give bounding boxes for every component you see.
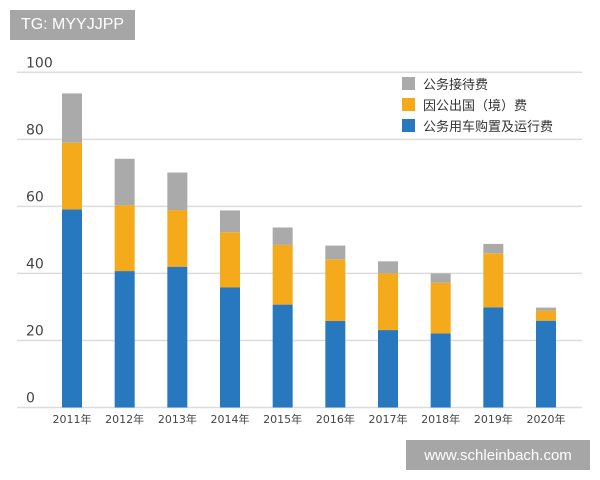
- x-tick-label: 2014年: [211, 412, 250, 426]
- legend-swatch: [402, 77, 415, 90]
- x-tick-label: 2019年: [474, 412, 513, 426]
- bar-segment: [325, 321, 346, 408]
- x-tick-label: 2015年: [263, 412, 302, 426]
- legend-label: 公务用车购置及运行费: [423, 119, 553, 135]
- bar-segment: [220, 232, 240, 288]
- x-tick-label: 2018年: [421, 412, 460, 426]
- y-tick-label: 60: [26, 189, 44, 205]
- y-tick-label: 100: [26, 55, 53, 71]
- bar-segment: [114, 158, 135, 206]
- bar-segment: [483, 253, 504, 308]
- bar-segment: [167, 266, 188, 408]
- legend-label: 因公出国（境）费: [423, 99, 527, 114]
- bar-segment: [325, 259, 346, 322]
- bar-segment: [325, 245, 346, 260]
- y-tick-label: 0: [26, 391, 35, 407]
- bar-segment: [378, 273, 398, 331]
- legend-label: 公务接待费: [423, 77, 488, 93]
- bar-segment: [220, 287, 240, 408]
- bar-segment: [378, 330, 398, 408]
- y-tick-label: 20: [26, 323, 44, 339]
- bar-segment: [483, 307, 504, 408]
- bar-segment: [62, 209, 82, 408]
- y-tick-label: 80: [26, 122, 44, 138]
- bar-segment: [536, 310, 556, 321]
- bar-segment: [430, 282, 451, 334]
- watermark-top-left: TG: MYYJJPP: [10, 10, 135, 40]
- bar-segment: [430, 273, 451, 283]
- bar-segment: [272, 244, 293, 305]
- bar-segment: [62, 142, 82, 210]
- bar-segment: [430, 333, 451, 408]
- watermark-bottom-right: www.schleinbach.com: [406, 440, 590, 470]
- x-tick-label: 2017年: [369, 412, 408, 426]
- y-tick-label: 40: [26, 256, 44, 272]
- bar-segment: [220, 210, 240, 233]
- bar-segment: [378, 261, 398, 274]
- x-tick-label: 2013年: [158, 412, 197, 426]
- bar-segment: [272, 304, 293, 408]
- bar-segment: [536, 307, 556, 311]
- bar-segment: [114, 271, 135, 408]
- bar-segment: [167, 210, 188, 267]
- legend-swatch: [402, 98, 415, 111]
- bar-segment: [483, 243, 504, 254]
- x-tick-label: 2020年: [527, 412, 566, 426]
- x-tick-label: 2011年: [53, 412, 92, 426]
- legend-swatch: [402, 119, 415, 132]
- bar-segment: [272, 227, 293, 245]
- x-tick-label: 2016年: [316, 412, 355, 426]
- bar-segment: [62, 93, 82, 143]
- bar-segment: [114, 205, 135, 272]
- bar-segment: [536, 320, 556, 408]
- x-tick-label: 2012年: [105, 412, 144, 426]
- bar-segment: [167, 172, 188, 211]
